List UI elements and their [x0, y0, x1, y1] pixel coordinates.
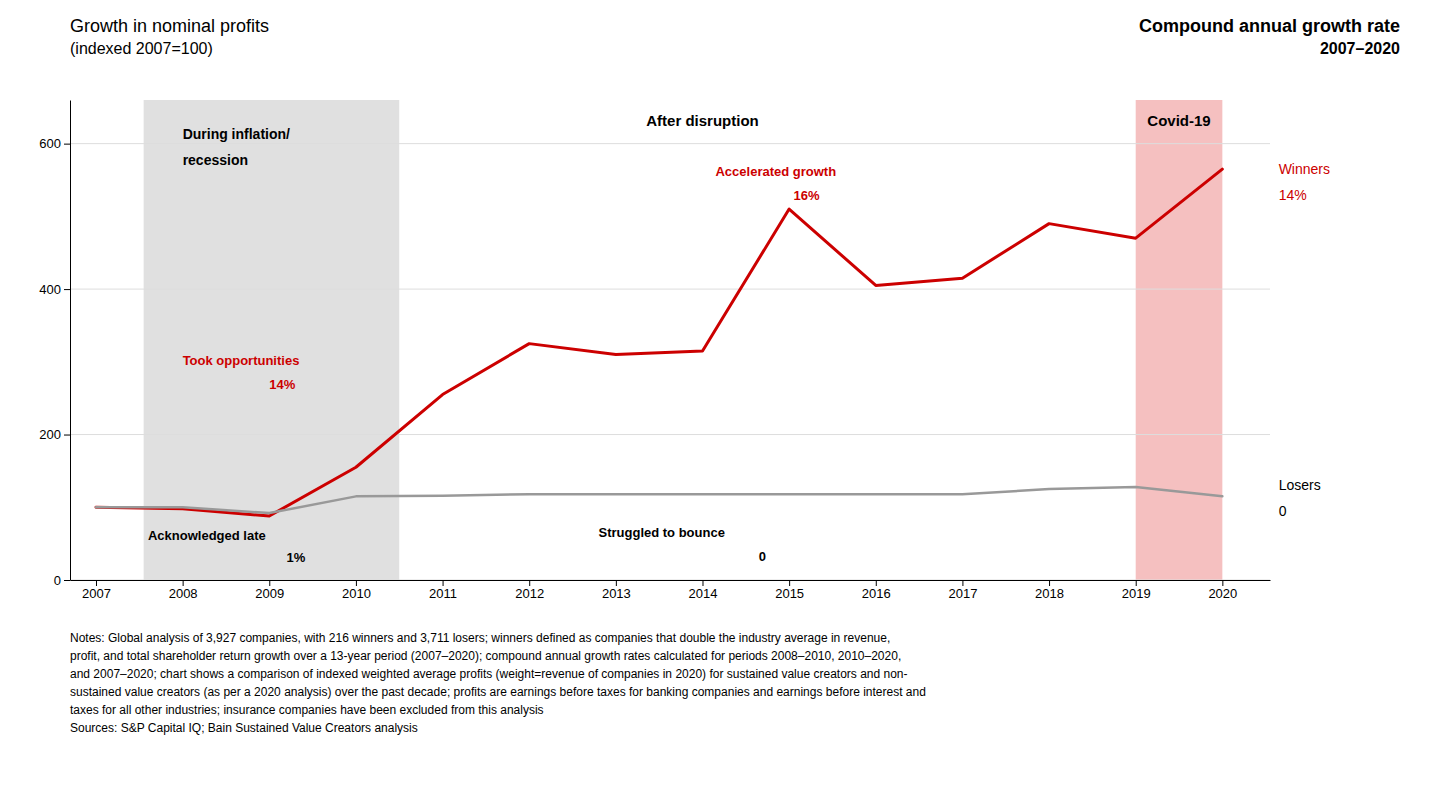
titles: Growth in nominal profits (indexed 2007=1…	[70, 16, 1400, 57]
note-line: Notes: Global analysis of 3,927 companie…	[70, 631, 890, 645]
note-line: taxes for all other industries; insuranc…	[70, 703, 544, 717]
x-tick: 2010	[342, 580, 371, 601]
annotation: Acknowledged late	[148, 528, 266, 543]
x-tick-label: 2009	[255, 586, 284, 601]
grid	[70, 144, 1270, 580]
x-tick-label: 2011	[429, 586, 457, 601]
annotation: Losers	[1279, 477, 1321, 493]
chart-svg: 2007 2008 2009 2010 2011 2012 2013 2014 2015 2016…	[0, 0, 1440, 810]
annotation: 0	[1279, 503, 1287, 519]
x-tick: 2020	[1208, 580, 1237, 601]
x-tick-mark	[1136, 580, 1137, 586]
x-tick: 2014	[689, 580, 718, 601]
x-tick: 2013	[602, 580, 631, 601]
y-tick: 600	[39, 136, 70, 151]
shaded-regions	[144, 100, 1223, 580]
x-tick: 2009	[255, 580, 284, 601]
y-tick-mark	[64, 580, 70, 581]
y-tick-mark	[64, 289, 70, 290]
x-axis-line	[71, 580, 1271, 581]
x-tick-label: 2007	[82, 586, 111, 601]
y-tick: 0	[54, 573, 70, 588]
y-tick-label: 0	[54, 573, 61, 588]
title: Growth in nominal profits	[70, 16, 269, 36]
annotation: After disruption	[646, 112, 759, 129]
x-tick: 2016	[862, 580, 891, 601]
chart-container: 2007 2008 2009 2010 2011 2012 2013 2014 2015 2016…	[0, 0, 1440, 810]
x-tick-label: 2016	[862, 586, 891, 601]
x-tick-mark	[443, 580, 444, 586]
x-tick-label: 2018	[1035, 586, 1064, 601]
x-tick-mark	[96, 580, 97, 586]
annotation: 0	[759, 549, 766, 564]
x-tick-mark	[616, 580, 617, 586]
annotation: Accelerated growth	[715, 164, 836, 179]
series-line	[96, 487, 1222, 513]
x-tick: 2011	[429, 580, 457, 601]
x-tick: 2017	[948, 580, 977, 601]
x-tick-mark	[789, 580, 790, 586]
x-tick-label: 2014	[689, 586, 718, 601]
y-tick-mark	[64, 144, 70, 145]
shaded-region	[1136, 100, 1223, 580]
x-tick: 2018	[1035, 580, 1064, 601]
x-tick-label: 2017	[948, 586, 977, 601]
y-tick-label: 400	[39, 282, 61, 297]
x-tick-mark	[1049, 580, 1050, 586]
note-line: and 2007–2020; chart shows a comparison …	[70, 667, 908, 681]
annotation: 1%	[287, 550, 306, 565]
annotation: Struggled to bounce	[599, 525, 725, 540]
x-tick-label: 2015	[775, 586, 804, 601]
annotation: recession	[183, 152, 248, 168]
grid-line	[70, 434, 1270, 435]
x-tick: 2015	[775, 580, 804, 601]
annotation: Took opportunities	[183, 353, 300, 368]
right-title: Compound annual growth rate	[1139, 16, 1400, 36]
x-tick-mark	[183, 580, 184, 586]
x-tick: 2012	[515, 580, 544, 601]
y-tick-label: 200	[39, 427, 61, 442]
grid-line	[70, 580, 1270, 581]
x-tick-mark	[1222, 580, 1223, 586]
y-axis-line	[70, 101, 71, 581]
x-tick-label: 2008	[169, 586, 198, 601]
x-tick-label: 2012	[515, 586, 544, 601]
x-tick-label: 2019	[1122, 586, 1151, 601]
subtitle: (indexed 2007=100)	[70, 40, 213, 57]
x-tick-label: 2013	[602, 586, 631, 601]
annotation: During inflation/	[183, 126, 290, 142]
note-line: profit, and total shareholder return gro…	[70, 649, 901, 663]
x-tick-mark	[529, 580, 530, 586]
lines	[96, 169, 1222, 516]
annotation: 16%	[793, 188, 819, 203]
y-tick-label: 600	[39, 136, 61, 151]
y-tick: 200	[39, 427, 70, 442]
note-line: sustained value creators (as per a 2020 …	[70, 685, 926, 699]
annotation: 14%	[269, 377, 295, 392]
notes: Notes: Global analysis of 3,927 companie…	[70, 631, 926, 735]
x-tick-label: 2010	[342, 586, 371, 601]
annotations: During inflation/recession After disrupti…	[148, 112, 1330, 565]
right-title: 2007–2020	[1320, 40, 1400, 57]
grid-line	[70, 143, 1270, 144]
x-tick-mark	[876, 580, 877, 586]
x-tick-mark	[962, 580, 963, 586]
x-tick-mark	[269, 580, 270, 586]
x-tick-label: 2020	[1208, 586, 1237, 601]
annotation: Covid-19	[1147, 112, 1210, 129]
y-axis: 0 200 400 600	[39, 101, 70, 588]
y-tick: 400	[39, 282, 70, 297]
x-tick-mark	[356, 580, 357, 586]
series-line	[96, 169, 1222, 516]
x-tick: 2019	[1122, 580, 1151, 601]
x-tick: 2007	[82, 580, 111, 601]
x-tick: 2008	[169, 580, 198, 601]
y-tick-mark	[64, 435, 70, 436]
annotation: Winners	[1279, 161, 1330, 177]
annotation: 14%	[1279, 187, 1307, 203]
x-tick-mark	[702, 580, 703, 586]
grid-line	[70, 289, 1270, 290]
note-line: Sources: S&P Capital IQ; Bain Sustained …	[70, 721, 418, 735]
x-axis: 2007 2008 2009 2010 2011 2012 2013 2014 2015 2016…	[71, 580, 1271, 601]
